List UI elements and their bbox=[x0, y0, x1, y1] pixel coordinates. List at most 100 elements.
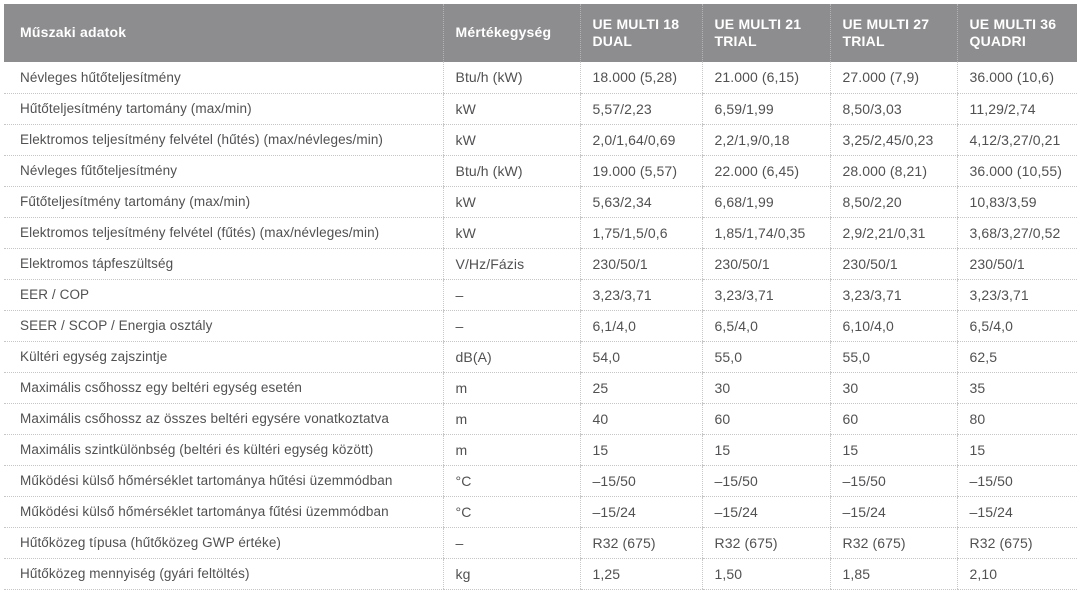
value-cell: 230/50/1 bbox=[579, 248, 702, 280]
table-row: Fűtőteljesítmény tartomány (max/min) kW … bbox=[4, 186, 1077, 218]
value-cell: –15/50 bbox=[829, 465, 957, 497]
value-cell: 2,2/1,9/0,18 bbox=[701, 124, 830, 156]
spec-label-cell: Maximális szintkülönbség (beltéri és kül… bbox=[4, 434, 443, 466]
spec-label-cell: EER / COP bbox=[4, 279, 443, 311]
value-cell: 40 bbox=[579, 403, 702, 435]
value-cell: –15/50 bbox=[956, 465, 1077, 497]
value-cell: 15 bbox=[579, 434, 702, 466]
value-cell: –15/24 bbox=[701, 496, 830, 528]
value-cell: 3,23/3,71 bbox=[829, 279, 957, 311]
value-cell: 15 bbox=[701, 434, 830, 466]
unit-cell: °C bbox=[442, 465, 580, 497]
value-cell: 27.000 (7,9) bbox=[829, 62, 957, 94]
unit-cell: – bbox=[442, 310, 580, 342]
table-row: Maximális szintkülönbség (beltéri és kül… bbox=[4, 434, 1077, 466]
value-cell: 5,63/2,34 bbox=[579, 186, 702, 218]
spec-label-cell: Elektromos teljesítmény felvétel (fűtés)… bbox=[4, 217, 443, 249]
value-cell: 54,0 bbox=[579, 341, 702, 373]
value-cell: 3,23/3,71 bbox=[579, 279, 702, 311]
value-cell: 6,5/4,0 bbox=[701, 310, 830, 342]
table-row: Névleges hűtőteljesítmény Btu/h (kW) 18.… bbox=[4, 62, 1077, 94]
table-row: Hűtőteljesítmény tartomány (max/min) kW … bbox=[4, 93, 1077, 125]
unit-cell: kW bbox=[442, 93, 580, 125]
unit-cell: dB(A) bbox=[442, 341, 580, 373]
value-cell: 55,0 bbox=[701, 341, 830, 373]
unit-cell: kg bbox=[442, 558, 580, 590]
table-row: Elektromos teljesítmény felvétel (fűtés)… bbox=[4, 217, 1077, 249]
value-cell: 8,50/3,03 bbox=[829, 93, 957, 125]
value-cell: 80 bbox=[956, 403, 1077, 435]
value-cell: R32 (675) bbox=[701, 527, 830, 559]
value-cell: 6,10/4,0 bbox=[829, 310, 957, 342]
unit-cell: m bbox=[442, 372, 580, 404]
value-cell: 230/50/1 bbox=[956, 248, 1077, 280]
value-cell: 36.000 (10,55) bbox=[956, 155, 1077, 187]
value-cell: 2,10 bbox=[956, 558, 1077, 590]
table-row: Működési külső hőmérséklet tartománya fű… bbox=[4, 496, 1077, 528]
value-cell: –15/24 bbox=[956, 496, 1077, 528]
table-body: Névleges hűtőteljesítmény Btu/h (kW) 18.… bbox=[4, 62, 1077, 590]
spec-label-cell: Maximális csőhossz egy beltéri egység es… bbox=[4, 372, 443, 404]
table-row: Elektromos tápfeszültség V/Hz/Fázis 230/… bbox=[4, 248, 1077, 280]
value-cell: 6,68/1,99 bbox=[701, 186, 830, 218]
value-cell: 230/50/1 bbox=[829, 248, 957, 280]
unit-cell: V/Hz/Fázis bbox=[442, 248, 580, 280]
unit-cell: Btu/h (kW) bbox=[442, 155, 580, 187]
value-cell: 60 bbox=[701, 403, 830, 435]
spec-label-cell: Névleges hűtőteljesítmény bbox=[4, 62, 443, 94]
unit-cell: – bbox=[442, 279, 580, 311]
value-cell: 230/50/1 bbox=[701, 248, 830, 280]
spec-label-cell: Maximális csőhossz az összes beltéri egy… bbox=[4, 403, 443, 435]
table-row: Hűtőközeg típusa (hűtőközeg GWP értéke) … bbox=[4, 527, 1077, 559]
header-technical-data: Műszaki adatok bbox=[4, 4, 443, 62]
spec-label-cell: Elektromos tápfeszültség bbox=[4, 248, 443, 280]
value-cell: R32 (675) bbox=[829, 527, 957, 559]
value-cell: 18.000 (5,28) bbox=[579, 62, 702, 94]
table-row: Kültéri egység zajszintje dB(A) 54,0 55,… bbox=[4, 341, 1077, 373]
unit-cell: m bbox=[442, 403, 580, 435]
table-row: Hűtőközeg mennyiség (gyári feltöltés) kg… bbox=[4, 558, 1077, 590]
unit-cell: Btu/h (kW) bbox=[442, 62, 580, 94]
value-cell: 1,75/1,5/0,6 bbox=[579, 217, 702, 249]
table-row: Működési külső hőmérséklet tartománya hű… bbox=[4, 465, 1077, 497]
header-model-ue-multi-27-trial: UE MULTI 27 TRIAL bbox=[829, 4, 957, 62]
table-row: Maximális csőhossz egy beltéri egység es… bbox=[4, 372, 1077, 404]
spec-label-cell: Működési külső hőmérséklet tartománya hű… bbox=[4, 465, 443, 497]
value-cell: R32 (675) bbox=[579, 527, 702, 559]
table-row: Maximális csőhossz az összes beltéri egy… bbox=[4, 403, 1077, 435]
value-cell: 62,5 bbox=[956, 341, 1077, 373]
value-cell: 5,57/2,23 bbox=[579, 93, 702, 125]
value-cell: 1,85 bbox=[829, 558, 957, 590]
header-model-ue-multi-18-dual: UE MULTI 18 DUAL bbox=[579, 4, 702, 62]
spec-label-cell: Hűtőközeg típusa (hűtőközeg GWP értéke) bbox=[4, 527, 443, 559]
value-cell: 22.000 (6,45) bbox=[701, 155, 830, 187]
value-cell: 4,12/3,27/0,21 bbox=[956, 124, 1077, 156]
value-cell: 15 bbox=[956, 434, 1077, 466]
unit-cell: – bbox=[442, 527, 580, 559]
value-cell: –15/50 bbox=[701, 465, 830, 497]
header-model-ue-multi-21-trial: UE MULTI 21 TRIAL bbox=[701, 4, 830, 62]
value-cell: 3,23/3,71 bbox=[701, 279, 830, 311]
value-cell: –15/24 bbox=[579, 496, 702, 528]
spec-label-cell: Hűtőteljesítmény tartomány (max/min) bbox=[4, 93, 443, 125]
spec-label-cell: Kültéri egység zajszintje bbox=[4, 341, 443, 373]
value-cell: 30 bbox=[829, 372, 957, 404]
header-row: Műszaki adatok Mértékegység UE MULTI 18 … bbox=[4, 4, 1077, 62]
table-row: Névleges fűtőteljesítmény Btu/h (kW) 19.… bbox=[4, 155, 1077, 187]
value-cell: 6,1/4,0 bbox=[579, 310, 702, 342]
value-cell: 2,0/1,64/0,69 bbox=[579, 124, 702, 156]
value-cell: 28.000 (8,21) bbox=[829, 155, 957, 187]
value-cell: 11,29/2,74 bbox=[956, 93, 1077, 125]
spec-label-cell: Névleges fűtőteljesítmény bbox=[4, 155, 443, 187]
value-cell: –15/50 bbox=[579, 465, 702, 497]
value-cell: 6,59/1,99 bbox=[701, 93, 830, 125]
value-cell: 3,68/3,27/0,52 bbox=[956, 217, 1077, 249]
value-cell: 1,50 bbox=[701, 558, 830, 590]
table-header: Műszaki adatok Mértékegység UE MULTI 18 … bbox=[4, 4, 1077, 62]
value-cell: 2,9/2,21/0,31 bbox=[829, 217, 957, 249]
spec-label-cell: Fűtőteljesítmény tartomány (max/min) bbox=[4, 186, 443, 218]
value-cell: –15/24 bbox=[829, 496, 957, 528]
table-row: Elektromos teljesítmény felvétel (hűtés)… bbox=[4, 124, 1077, 156]
unit-cell: kW bbox=[442, 217, 580, 249]
unit-cell: °C bbox=[442, 496, 580, 528]
